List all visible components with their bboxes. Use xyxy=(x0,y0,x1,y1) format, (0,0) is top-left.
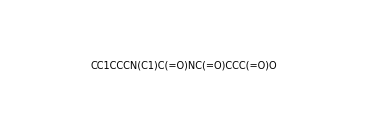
Text: CC1CCCN(C1)C(=O)NC(=O)CCC(=O)O: CC1CCCN(C1)C(=O)NC(=O)CCC(=O)O xyxy=(91,61,277,71)
